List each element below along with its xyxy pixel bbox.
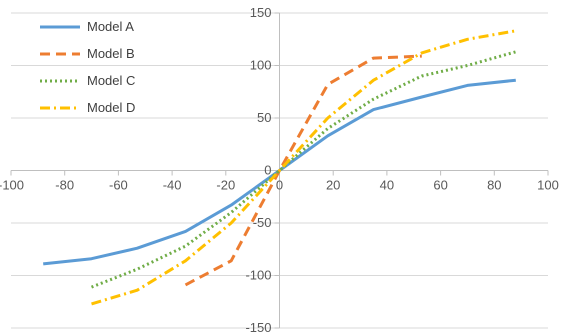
x-tick-label: 60 <box>433 178 447 193</box>
x-tick-label: 20 <box>326 178 340 193</box>
x-tick-label: -80 <box>55 178 74 193</box>
x-tick-label: 80 <box>487 178 501 193</box>
legend: Model A Model B Model C Model D <box>40 19 135 115</box>
tick-labels: -100 -80 -60 -40 -20 0 20 40 60 80 100 -150 -100 -50 0… <box>0 5 559 335</box>
x-tick-label: 100 <box>537 178 559 193</box>
series-line-model-b <box>184 54 422 287</box>
series-line-model-c <box>90 50 517 289</box>
y-tick-label: 100 <box>250 58 272 73</box>
legend-label: Model C <box>87 73 135 88</box>
series-lines <box>43 29 517 306</box>
y-tick-label: -150 <box>245 320 271 335</box>
series-line-model-d <box>91 29 517 306</box>
x-tick-label: 40 <box>380 178 394 193</box>
y-tick-label: 50 <box>257 110 271 125</box>
legend-item-model-a: Model A <box>40 19 134 34</box>
legend-item-model-b: Model B <box>40 46 135 61</box>
legend-label: Model D <box>87 100 135 115</box>
legend-label: Model A <box>87 19 134 34</box>
x-tick-label: -60 <box>109 178 128 193</box>
legend-item-model-c: Model C <box>40 73 135 88</box>
legend-item-model-d: Model D <box>40 100 135 115</box>
y-tick-label: 0 <box>264 163 271 178</box>
x-tick-label: 0 <box>276 178 283 193</box>
y-tick-label: 150 <box>250 5 272 20</box>
x-tick-label: -100 <box>0 178 24 193</box>
x-tick-label: -20 <box>216 178 235 193</box>
legend-label: Model B <box>87 46 135 61</box>
y-tick-label: -100 <box>245 268 271 283</box>
x-tick-label: -40 <box>163 178 182 193</box>
y-tick-label: -50 <box>253 215 272 230</box>
